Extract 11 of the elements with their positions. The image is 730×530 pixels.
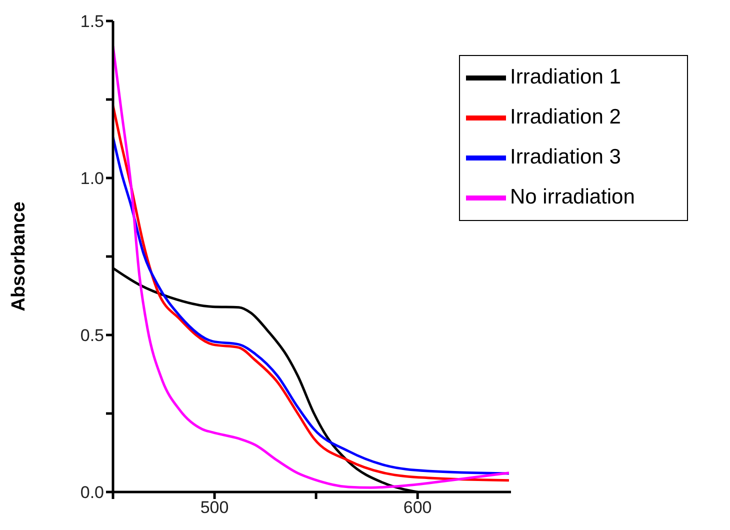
y-axis-title: Absorbance [8, 202, 30, 312]
legend-label: Irradiation 2 [510, 106, 621, 129]
y-tick-label: 1.0 [80, 169, 104, 188]
legend-label: Irradiation 1 [510, 66, 621, 89]
x-tick-label: 600 [403, 498, 432, 518]
y-tick-label: 0.0 [80, 483, 104, 502]
x-tick-label: 500 [200, 498, 229, 518]
legend-label: No irradiation [510, 186, 635, 209]
y-tick-label: 0.5 [80, 326, 104, 346]
y-tick-label: 1.5 [80, 12, 104, 32]
legend-label: Irradiation 3 [510, 146, 621, 169]
